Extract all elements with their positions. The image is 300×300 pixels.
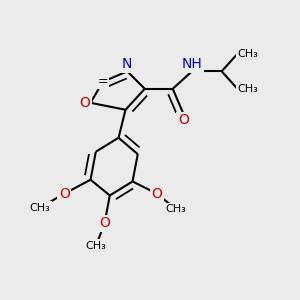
Text: O: O — [152, 187, 162, 201]
Text: NH: NH — [182, 57, 202, 71]
Text: O: O — [99, 216, 110, 230]
Text: CH₃: CH₃ — [166, 204, 187, 214]
Text: CH₃: CH₃ — [85, 241, 106, 251]
Text: CH₃: CH₃ — [29, 203, 50, 213]
Text: O: O — [59, 187, 70, 201]
Text: O: O — [178, 113, 189, 127]
Text: CH₃: CH₃ — [237, 49, 258, 59]
Text: O: O — [80, 96, 91, 110]
Text: N: N — [122, 57, 133, 71]
Text: CH₃: CH₃ — [237, 84, 258, 94]
Text: =: = — [98, 75, 108, 88]
